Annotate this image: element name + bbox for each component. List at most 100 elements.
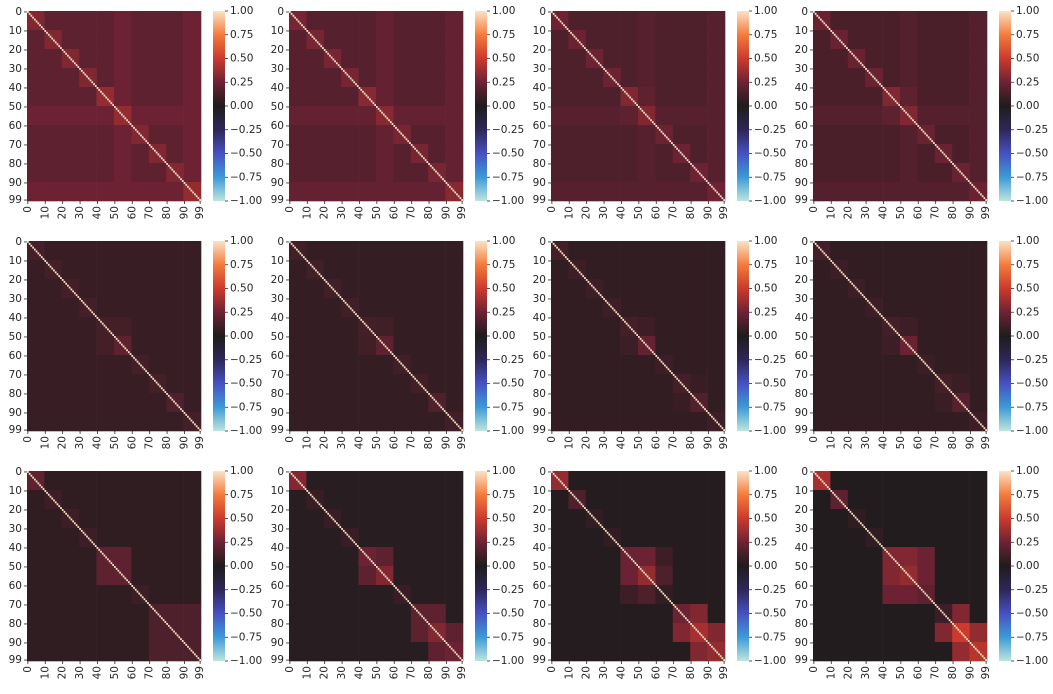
heatmap-block: [638, 604, 656, 624]
heatmap-block: [900, 260, 918, 280]
heatmap-block: [393, 317, 412, 337]
diagonal-cell: [882, 317, 885, 319]
heatmap-block: [79, 490, 97, 510]
heatmap-block: [551, 604, 569, 624]
x-tick-label: 90: [440, 206, 452, 219]
diagonal-cell: [93, 543, 95, 546]
diagonal-cell: [641, 109, 644, 112]
diagonal-cell: [671, 602, 673, 604]
diagonal-cell: [669, 600, 672, 603]
heatmap-block: [323, 393, 342, 413]
heatmap-block: [900, 125, 918, 145]
diagonal-cell: [164, 391, 167, 393]
diagonal-cell: [870, 303, 873, 306]
diagonal-cell: [160, 387, 163, 390]
diagonal-cell: [839, 499, 841, 502]
heatmap-block: [410, 68, 429, 88]
diagonal-cell: [27, 471, 29, 473]
diagonal-cell: [844, 275, 847, 278]
heatmap-block: [551, 412, 569, 432]
x-tick-label: 40: [353, 666, 365, 679]
heatmap-block: [131, 30, 150, 50]
heatmap-block: [323, 336, 342, 356]
diagonal-cell: [160, 157, 163, 160]
heatmap-block: [131, 241, 150, 261]
heatmap-block: [900, 509, 918, 529]
diagonal-cell: [664, 594, 666, 597]
heatmap-block: [358, 144, 377, 164]
heatmap-block: [376, 68, 394, 88]
diagonal-cell: [176, 404, 179, 407]
diagonal-cell: [162, 159, 165, 162]
heatmap-block: [393, 528, 412, 548]
y-tick-label: 0: [15, 6, 22, 18]
diagonal-cell: [643, 111, 645, 114]
diagonal-cell: [80, 69, 83, 72]
heatmap-block: [900, 412, 918, 432]
diagonal-cell: [940, 149, 942, 152]
diagonal-cell: [313, 267, 316, 270]
heatmap-block: [79, 604, 97, 624]
diagonal-cell: [115, 337, 118, 340]
heatmap-block: [551, 125, 569, 145]
colorbar: [213, 241, 225, 431]
x-tick-label: 50: [371, 666, 383, 679]
heatmap-block: [830, 547, 849, 567]
diagonal-cell: [138, 362, 141, 365]
diagonal-cell: [323, 49, 326, 51]
diagonal-cell: [714, 419, 717, 422]
diagonal-cell: [89, 309, 92, 312]
diagonal-cell: [339, 66, 342, 68]
diagonal-cell: [301, 254, 303, 257]
heatmap-block: [289, 49, 307, 69]
diagonal-cell: [719, 655, 722, 658]
diagonal-cell: [459, 197, 462, 200]
heatmap-block: [306, 509, 325, 529]
diagonal-cell: [882, 87, 885, 89]
diagonal-cell: [289, 11, 291, 13]
diagonal-cell: [641, 569, 644, 572]
diagonal-cell: [297, 480, 300, 483]
diagonal-cell: [851, 52, 854, 55]
diagonal-cell: [308, 31, 310, 34]
diagonal-cell: [152, 147, 155, 150]
heatmap-block: [655, 260, 674, 280]
diagonal-cell: [349, 77, 352, 80]
diagonal-cell: [639, 567, 642, 570]
heatmap-block: [114, 317, 132, 337]
diagonal-cell: [187, 415, 189, 418]
diagonal-cell: [431, 166, 434, 169]
heatmap-block: [131, 68, 150, 88]
diagonal-cell: [686, 619, 689, 622]
diagonal-cell: [660, 360, 663, 363]
heatmap-block: [166, 355, 184, 375]
diagonal-cell: [552, 242, 555, 245]
colorbar-tick-label: 0.50: [492, 513, 515, 525]
diagonal-cell: [35, 20, 38, 23]
heatmap-block: [79, 87, 97, 107]
diagonal-cell: [957, 628, 960, 631]
heatmap-block: [568, 87, 587, 107]
heatmap-block: [900, 30, 918, 50]
heatmap-block: [934, 623, 953, 643]
y-tick-label: 60: [795, 350, 808, 362]
diagonal-cell: [978, 191, 981, 194]
heatmap-block: [585, 260, 604, 280]
colorbar-tick-label: −0.75: [492, 401, 524, 413]
heatmap-block: [323, 68, 342, 88]
heatmap-block: [620, 49, 639, 69]
colorbar: [475, 241, 487, 431]
colorbar-tick-label: 0.25: [492, 306, 515, 318]
colorbar-tick-label: 0.50: [754, 283, 777, 295]
heatmap-block: [865, 566, 883, 586]
colorbar-tick-label: 0.00: [1016, 560, 1039, 572]
diagonal-cell: [938, 377, 941, 380]
diagonal-cell: [194, 193, 196, 196]
heatmap-block: [882, 585, 901, 605]
heatmap-block: [289, 279, 307, 299]
heatmap-block: [865, 547, 883, 567]
diagonal-cell: [594, 58, 597, 61]
heatmap-block: [289, 412, 307, 432]
diagonal-cell: [826, 486, 829, 489]
